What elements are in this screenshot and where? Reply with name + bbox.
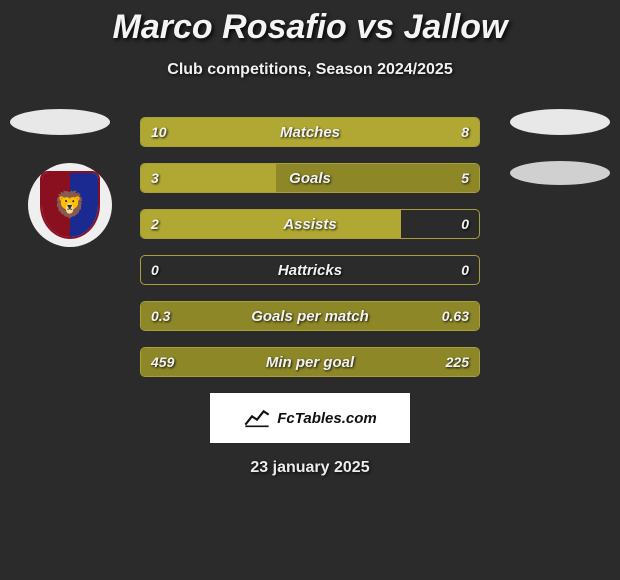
bar-row: 35Goals (140, 163, 480, 193)
bar-label: Hattricks (141, 256, 479, 284)
crest-shield: 🦁 (40, 171, 100, 239)
chart-icon (243, 408, 271, 428)
bar-label: Goals (141, 164, 479, 192)
bar-label: Min per goal (141, 348, 479, 376)
bar-chart: 108Matches 35Goals 20Assists 00Hattricks 0.3… (140, 117, 480, 377)
comparison-area: 🦁 108Matches 35Goals 20Assists 00Hattricks 0… (0, 117, 620, 377)
source-badge: FcTables.com (210, 393, 410, 443)
bar-label: Assists (141, 210, 479, 238)
bar-row: 00Hattricks (140, 255, 480, 285)
bar-label: Goals per match (141, 302, 479, 330)
bar-row: 459225Min per goal (140, 347, 480, 377)
right-flag-ellipse-2 (510, 161, 610, 185)
right-flag-ellipse (510, 109, 610, 135)
crest-lion-icon: 🦁 (54, 190, 86, 221)
bar-row: 0.30.63Goals per match (140, 301, 480, 331)
source-text: FcTables.com (277, 410, 376, 427)
left-flag-ellipse (10, 109, 110, 135)
club-crest: 🦁 (28, 163, 112, 247)
subtitle: Club competitions, Season 2024/2025 (0, 61, 620, 79)
bar-row: 108Matches (140, 117, 480, 147)
date-label: 23 january 2025 (0, 459, 620, 477)
bar-row: 20Assists (140, 209, 480, 239)
bar-label: Matches (141, 118, 479, 146)
page-title: Marco Rosafio vs Jallow (0, 0, 620, 47)
